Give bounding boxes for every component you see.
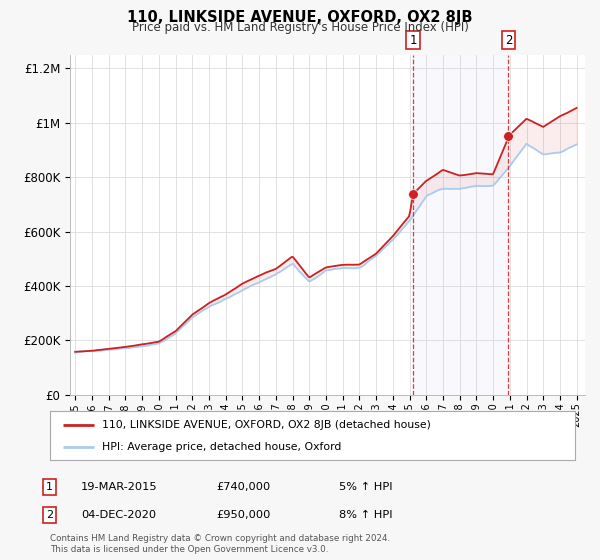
- Text: 2: 2: [505, 34, 512, 46]
- Text: 2: 2: [46, 510, 53, 520]
- Text: 1: 1: [46, 482, 53, 492]
- Text: £740,000: £740,000: [216, 482, 270, 492]
- Text: Price paid vs. HM Land Registry's House Price Index (HPI): Price paid vs. HM Land Registry's House …: [131, 21, 469, 34]
- Text: 110, LINKSIDE AVENUE, OXFORD, OX2 8JB: 110, LINKSIDE AVENUE, OXFORD, OX2 8JB: [127, 10, 473, 25]
- Text: 8% ↑ HPI: 8% ↑ HPI: [339, 510, 392, 520]
- Text: £950,000: £950,000: [216, 510, 271, 520]
- Text: This data is licensed under the Open Government Licence v3.0.: This data is licensed under the Open Gov…: [50, 545, 328, 554]
- Text: 1: 1: [409, 34, 417, 46]
- Text: HPI: Average price, detached house, Oxford: HPI: Average price, detached house, Oxfo…: [103, 441, 342, 451]
- Bar: [413, 55, 508, 395]
- Text: 110, LINKSIDE AVENUE, OXFORD, OX2 8JB (detached house): 110, LINKSIDE AVENUE, OXFORD, OX2 8JB (d…: [103, 420, 431, 430]
- Text: 04-DEC-2020: 04-DEC-2020: [81, 510, 156, 520]
- Text: Contains HM Land Registry data © Crown copyright and database right 2024.: Contains HM Land Registry data © Crown c…: [50, 534, 390, 543]
- Text: 19-MAR-2015: 19-MAR-2015: [81, 482, 158, 492]
- Text: 5% ↑ HPI: 5% ↑ HPI: [339, 482, 392, 492]
